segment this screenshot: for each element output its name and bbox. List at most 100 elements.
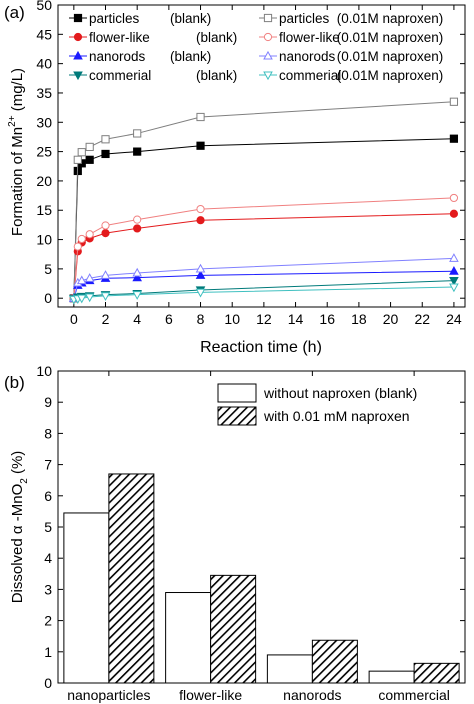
plot-frame-a xyxy=(57,4,466,308)
data-point xyxy=(85,230,94,239)
data-point xyxy=(85,142,94,152)
bar-flower-like-naproxen xyxy=(210,574,257,684)
bar-nanorods-blank xyxy=(266,654,313,684)
legend-tag: (0.01M naproxen) xyxy=(337,68,444,83)
legend-name: particles xyxy=(89,11,140,26)
legend-a: particles (blank) particles (0.01M naproxen… xyxy=(69,11,443,83)
series-flower-like-naproxen xyxy=(69,193,459,303)
data-point xyxy=(76,275,87,285)
y-tick-label-a: 25 xyxy=(36,144,52,160)
y-tick-label-b: 7 xyxy=(44,457,52,473)
legend-tag: (blank) xyxy=(170,49,211,64)
y-tick-label-a: 5 xyxy=(44,261,52,277)
data-point xyxy=(196,112,205,122)
bar-nanoparticles-blank xyxy=(63,512,110,684)
legend-label: without naproxen (blank) xyxy=(263,385,417,401)
x-tick-label-a: 8 xyxy=(197,311,205,327)
legend-tag: (0.01M naproxen) xyxy=(337,49,444,64)
legend-entry: flower-like (blank) xyxy=(69,30,237,45)
panel-label-a: (a) xyxy=(4,3,25,22)
data-point xyxy=(84,293,95,303)
data-point xyxy=(100,270,111,279)
y-tick-label-b: 8 xyxy=(44,425,52,441)
legend-tag: (0.01M naproxen) xyxy=(337,11,444,26)
bar-commercial-blank xyxy=(368,670,415,684)
x-tick-label-a: 0 xyxy=(70,311,78,327)
data-point xyxy=(195,270,206,279)
y-axis-label-b: Dissolved α -MnO2 (%) xyxy=(9,451,30,604)
panel-b: (b) 0 1 2 3 4 5 6 7 8 9 10 nanoparticles flower-like… xyxy=(4,363,466,703)
data-point xyxy=(196,216,205,225)
data-point xyxy=(449,97,459,106)
category-label: commercial xyxy=(378,687,450,703)
legend-entry: particles (0.01M naproxen) xyxy=(259,11,443,26)
legend-entry: nanorods (0.01M naproxen) xyxy=(259,49,443,64)
legend-name: commerial xyxy=(89,68,151,83)
data-point xyxy=(101,135,110,144)
x-tick-label-a: 6 xyxy=(165,311,173,327)
x-tick-label-a: 10 xyxy=(224,311,240,327)
legend-name: flower-like xyxy=(89,30,150,45)
data-point xyxy=(449,134,459,143)
data-point xyxy=(449,283,459,293)
data-point xyxy=(132,291,142,300)
data-point xyxy=(101,229,110,238)
legend-tag: (blank) xyxy=(170,11,211,26)
series-nanorods-blank xyxy=(69,266,459,302)
data-point xyxy=(77,234,86,244)
data-point xyxy=(133,215,142,224)
legend-marker xyxy=(73,50,83,60)
x-tick-label-a: 24 xyxy=(446,311,462,327)
y-axis-label-a: Formation of Mn2+ (mg/L) xyxy=(7,68,26,236)
data-point xyxy=(195,288,206,298)
legend-entry: nanorods (blank) xyxy=(69,49,211,64)
legend-entry: commerial (blank) xyxy=(69,68,237,83)
data-point xyxy=(132,272,142,282)
x-tick-label-a: 4 xyxy=(133,311,141,327)
x-tick-label-a: 20 xyxy=(383,311,399,327)
legend-label: with 0.01 mM naproxen xyxy=(263,408,410,424)
category-label: nanorods xyxy=(283,687,341,703)
y-tick-label-b: 0 xyxy=(44,675,52,691)
legend-marker xyxy=(263,71,273,81)
data-point xyxy=(449,209,459,218)
panel-label-b: (b) xyxy=(4,373,25,392)
data-point xyxy=(449,253,459,262)
data-point xyxy=(195,263,206,273)
data-point xyxy=(133,129,142,138)
legend-tag: (blank) xyxy=(196,30,237,45)
y-tick-label-a: 0 xyxy=(44,290,52,306)
y-tick-label-a: 15 xyxy=(36,202,52,218)
data-point xyxy=(449,277,459,286)
legend-entry: without naproxen (blank) xyxy=(217,383,417,403)
legend-marker xyxy=(263,32,273,42)
x-tick-label-a: 18 xyxy=(351,311,367,327)
x-tick-label-a: 12 xyxy=(256,311,272,327)
x-axis-label-a: Reaction time (h) xyxy=(200,339,322,356)
legend-entry: flower-like(0.01M naproxen) xyxy=(259,30,443,45)
y-tick-label-b: 3 xyxy=(44,581,52,597)
legend-tag: (0.01M naproxen) xyxy=(337,30,444,45)
series-line xyxy=(73,280,454,300)
data-point xyxy=(100,292,111,302)
bars-b xyxy=(63,473,460,684)
y-tick-label-b: 6 xyxy=(44,488,52,504)
legend-marker xyxy=(73,32,83,42)
series-line xyxy=(73,213,454,299)
legend-b: without naproxen (blank) with 0.01 mM nap… xyxy=(217,383,417,426)
y-tick-label-a: 50 xyxy=(36,0,52,13)
legend-marker xyxy=(263,50,273,60)
y-tick-label-b: 9 xyxy=(44,394,52,410)
data-point xyxy=(77,148,86,157)
y-tick-label-a: 20 xyxy=(36,173,52,189)
series-line xyxy=(73,286,454,300)
x-tick-label-a: 16 xyxy=(319,311,335,327)
legend-tag: (blank) xyxy=(196,68,237,83)
category-label: nanoparticles xyxy=(67,687,150,703)
data-point xyxy=(101,149,110,159)
y-tick-label-a: 45 xyxy=(36,26,52,42)
data-point xyxy=(449,193,459,203)
